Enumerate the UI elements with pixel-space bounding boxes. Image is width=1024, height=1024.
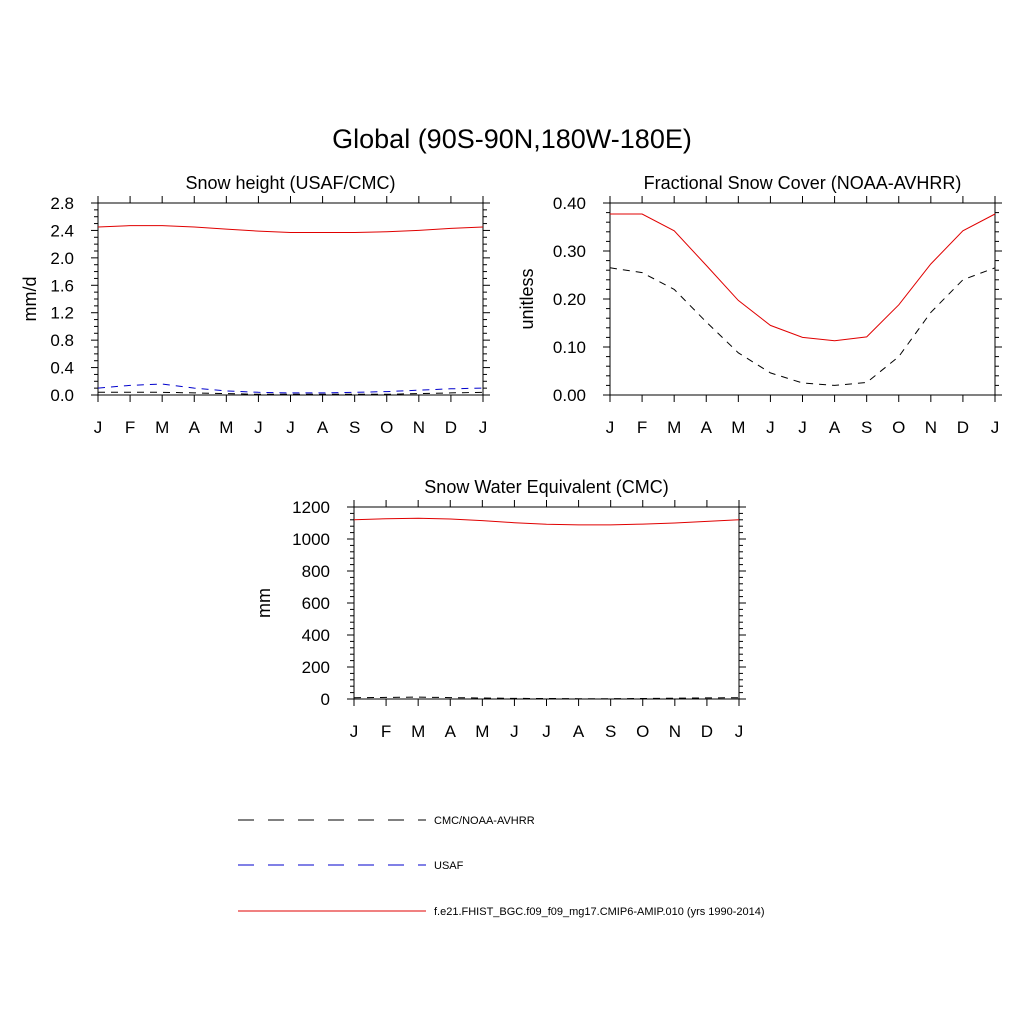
- x-tick-label: M: [475, 722, 489, 741]
- x-tick-label: A: [445, 722, 457, 741]
- x-tick-label: J: [254, 418, 263, 437]
- series-line-cmc: [609, 267, 996, 386]
- x-tick-label: J: [94, 418, 103, 437]
- series-line-cmc: [353, 696, 740, 700]
- plot-frame: [97, 202, 484, 396]
- x-tick-label: O: [892, 418, 905, 437]
- panel-title: Snow height (USAF/CMC): [185, 173, 395, 193]
- x-tick-label: D: [701, 722, 713, 741]
- x-tick-label: M: [411, 722, 425, 741]
- y-tick-label: 1200: [292, 498, 330, 517]
- legend-label: f.e21.FHIST_BGC.f09_f09_mg17.CMIP6-AMIP.…: [434, 906, 765, 918]
- x-tick-label: M: [731, 418, 745, 437]
- y-tick-label: 800: [302, 562, 330, 581]
- y-tick-label: 0.4: [50, 359, 74, 378]
- x-tick-label: J: [350, 722, 359, 741]
- plot-frame: [353, 506, 740, 700]
- panel-title: Snow Water Equivalent (CMC): [424, 477, 668, 497]
- x-tick-label: J: [798, 418, 807, 437]
- y-tick-label: 0: [321, 690, 330, 709]
- x-tick-label: J: [606, 418, 615, 437]
- y-tick-label: 1.2: [50, 304, 74, 323]
- y-axis-label: mm/d: [20, 277, 40, 322]
- x-tick-label: A: [829, 418, 841, 437]
- y-tick-label: 0.10: [553, 338, 586, 357]
- y-tick-label: 2.0: [50, 249, 74, 268]
- x-tick-label: A: [573, 722, 585, 741]
- series-line-cmc: [98, 391, 484, 395]
- figure-title: Global (90S-90N,180W-180E): [332, 124, 692, 154]
- series-line-model: [610, 213, 996, 342]
- x-tick-label: J: [286, 418, 295, 437]
- x-tick-label: F: [125, 418, 135, 437]
- x-tick-label: J: [510, 722, 519, 741]
- y-tick-label: 2.8: [50, 194, 74, 213]
- y-tick-label: 0.20: [553, 290, 586, 309]
- y-tick-label: 0.00: [553, 386, 586, 405]
- y-tick-label: 0.30: [553, 242, 586, 261]
- x-tick-label: M: [155, 418, 169, 437]
- x-tick-label: O: [636, 722, 649, 741]
- legend-label: USAF: [434, 860, 464, 872]
- x-tick-label: F: [381, 722, 391, 741]
- x-tick-label: J: [766, 418, 775, 437]
- y-tick-label: 200: [302, 658, 330, 677]
- y-tick-label: 1000: [292, 530, 330, 549]
- plot-frame: [609, 202, 996, 396]
- y-tick-label: 0.8: [50, 331, 74, 350]
- x-tick-label: N: [669, 722, 681, 741]
- x-tick-label: J: [991, 418, 1000, 437]
- x-tick-label: F: [637, 418, 647, 437]
- x-tick-label: J: [479, 418, 488, 437]
- x-tick-label: J: [542, 722, 551, 741]
- x-tick-label: J: [735, 722, 744, 741]
- x-tick-label: A: [317, 418, 329, 437]
- chart-fractional-snow-cover: Fractional Snow Cover (NOAA-AVHRR)J F M A M J…: [517, 173, 1002, 437]
- legend: CMC/NOAA-AVHRR USAF f.e21.FHIST_BGC.f09_f0…: [238, 815, 765, 918]
- y-tick-label: 400: [302, 626, 330, 645]
- x-tick-label: A: [189, 418, 201, 437]
- y-axis-label: mm: [254, 588, 274, 618]
- chart-snow-height: Snow height (USAF/CMC)J F M A M J J A S O N D J0.00.…: [20, 173, 490, 437]
- series-line-model: [353, 517, 740, 526]
- x-tick-label: N: [925, 418, 937, 437]
- x-tick-label: D: [957, 418, 969, 437]
- panel-title: Fractional Snow Cover (NOAA-AVHRR): [644, 173, 962, 193]
- series-line-model: [97, 225, 484, 233]
- x-tick-label: N: [413, 418, 425, 437]
- x-tick-label: S: [349, 418, 360, 437]
- x-tick-label: M: [219, 418, 233, 437]
- y-tick-label: 600: [302, 594, 330, 613]
- x-tick-label: M: [667, 418, 681, 437]
- y-tick-label: 1.6: [50, 276, 74, 295]
- y-tick-label: 0.0: [50, 386, 74, 405]
- chart-snow-water-equivalent: Snow Water Equivalent (CMC)J F M A M J J A S O N D J…: [254, 477, 746, 741]
- x-tick-label: S: [861, 418, 872, 437]
- y-tick-label: 0.40: [553, 194, 586, 213]
- x-tick-label: O: [380, 418, 393, 437]
- series-line-usaf: [97, 383, 484, 394]
- y-axis-label: unitless: [517, 268, 537, 329]
- x-tick-label: S: [605, 722, 616, 741]
- legend-label: CMC/NOAA-AVHRR: [434, 815, 535, 827]
- y-tick-label: 2.4: [50, 221, 74, 240]
- x-tick-label: D: [445, 418, 457, 437]
- x-tick-label: A: [701, 418, 713, 437]
